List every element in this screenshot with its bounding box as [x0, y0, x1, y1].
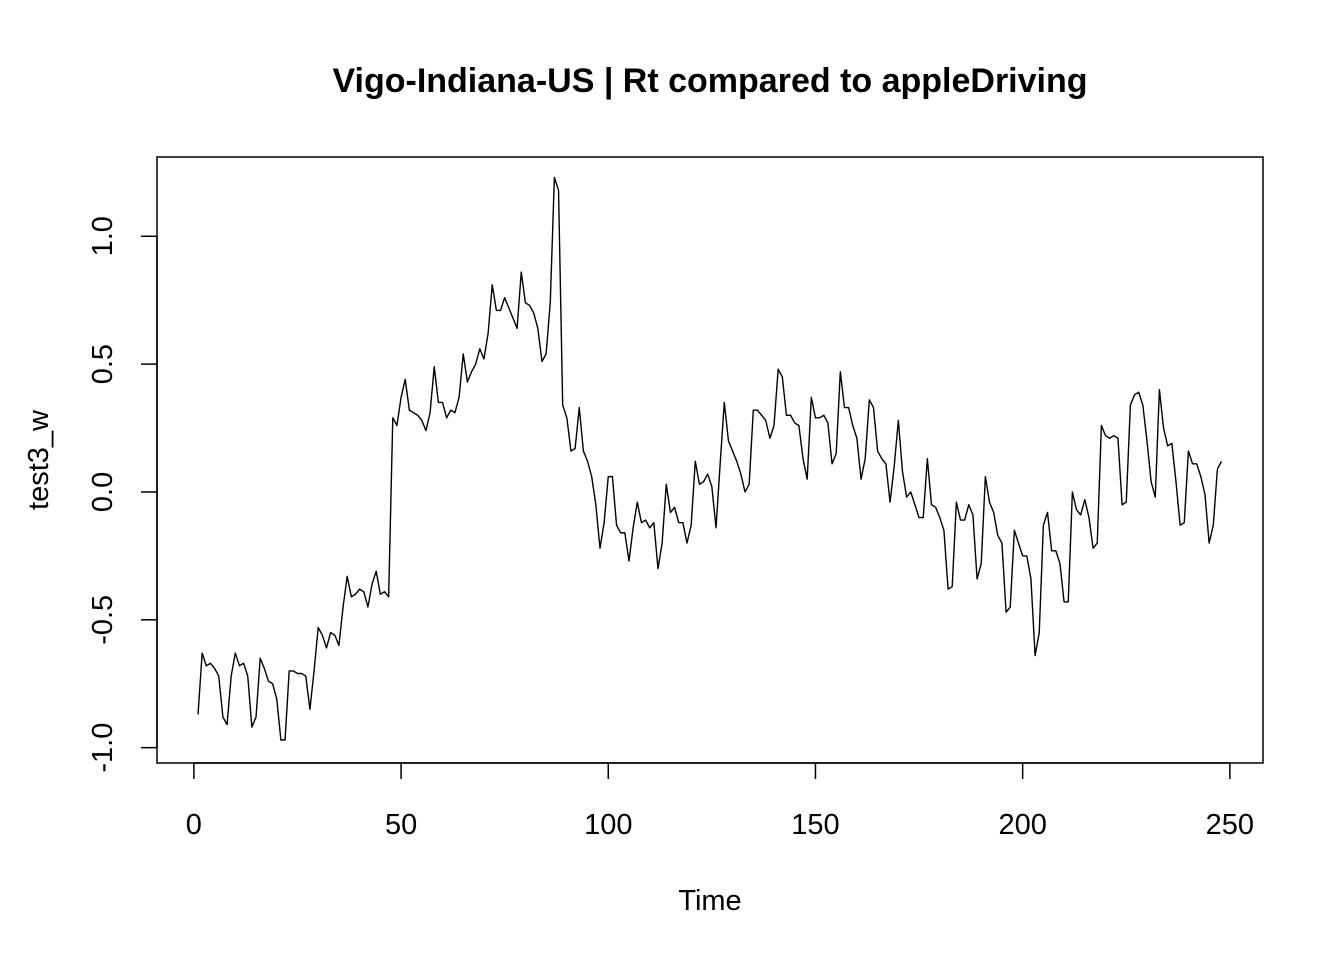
chart-title: Vigo-Indiana-US | Rt compared to appleDr…	[332, 62, 1087, 100]
x-tick-label: 100	[584, 809, 632, 841]
series-line	[197, 176, 1223, 741]
plot-frame	[156, 156, 1264, 764]
y-axis-label: test3_w	[23, 409, 55, 510]
y-tick-label: 0.5	[87, 344, 119, 384]
y-axis: -1.0 -0.5 0.0 0.5 1.0	[87, 216, 158, 773]
x-tick-label: 50	[385, 809, 417, 841]
x-axis-label: Time	[678, 885, 741, 917]
x-tick-label: 250	[1206, 809, 1254, 841]
y-tick-label: -0.5	[87, 595, 119, 645]
x-tick-label: 0	[186, 809, 202, 841]
y-tick-label: 1.0	[87, 216, 119, 256]
x-axis: 0 50 100 150 200 250	[186, 762, 1254, 841]
y-tick-label: -1.0	[87, 723, 119, 773]
x-tick-label: 150	[791, 809, 839, 841]
y-tick-label: 0.0	[87, 472, 119, 512]
x-tick-label: 200	[998, 809, 1046, 841]
